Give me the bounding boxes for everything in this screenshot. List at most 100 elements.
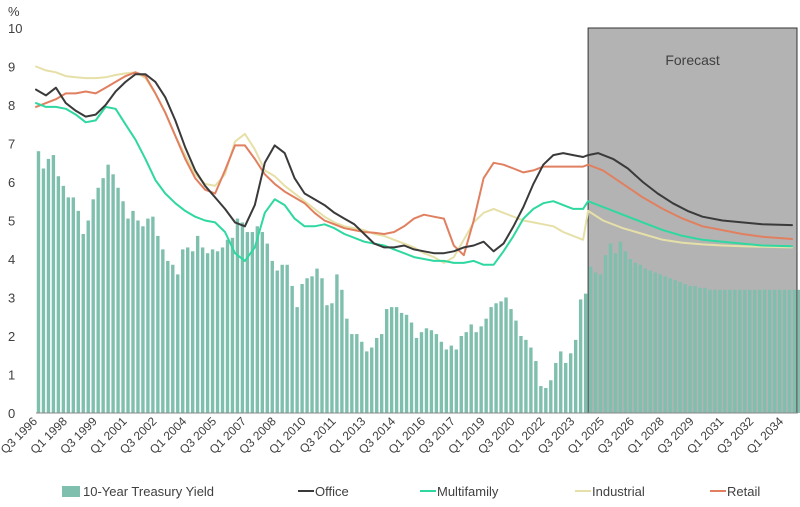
- treasury-bar: [61, 185, 66, 413]
- treasury-bar: [96, 187, 100, 413]
- treasury-bar: [603, 255, 608, 413]
- treasury-bar: [146, 218, 150, 413]
- y-axis: 0 1 2 3 4 5 6 7 8 9 10: [8, 21, 22, 421]
- treasury-bar: [86, 220, 90, 413]
- legend-label: Multifamily: [437, 484, 499, 499]
- treasury-bar: [389, 307, 394, 413]
- treasury-bar: [782, 289, 787, 413]
- treasury-bar: [181, 249, 185, 413]
- treasury-bar: [753, 289, 757, 413]
- treasury-bar: [772, 289, 777, 413]
- treasury-bar: [355, 334, 359, 413]
- treasury-bar: [414, 337, 419, 413]
- treasury-bar: [683, 284, 687, 413]
- treasury-bar: [176, 274, 180, 413]
- treasury-bar: [618, 241, 623, 413]
- treasury-bar: [186, 247, 190, 413]
- y-tick-label: 10: [8, 21, 22, 36]
- treasury-bar: [116, 187, 120, 413]
- treasury-bar: [310, 276, 314, 413]
- treasury-bar: [156, 235, 160, 413]
- treasury-bar: [335, 274, 339, 413]
- treasury-bar: [51, 155, 56, 414]
- y-tick-label: 5: [8, 214, 15, 229]
- treasury-bar: [166, 260, 170, 413]
- treasury-bar: [46, 158, 51, 413]
- treasury-bar: [345, 318, 349, 413]
- treasury-bar: [568, 353, 573, 413]
- treasury-bar: [285, 264, 289, 413]
- treasury-bar: [708, 289, 712, 413]
- legend-swatch: [62, 486, 80, 497]
- y-tick-label: 7: [8, 137, 15, 152]
- treasury-bar: [215, 251, 220, 413]
- treasury-bar: [713, 289, 717, 413]
- treasury-bar: [220, 247, 225, 413]
- treasury-bar: [792, 289, 797, 413]
- treasury-bar: [409, 322, 414, 413]
- legend-item-10-year-treasury-yield: 10-Year Treasury Yield: [62, 484, 214, 499]
- treasury-bar: [688, 285, 692, 413]
- treasury-bar: [638, 264, 643, 413]
- treasury-bar: [101, 178, 105, 413]
- treasury-bar: [514, 320, 518, 413]
- treasury-bar: [484, 318, 488, 413]
- treasury-bar: [623, 251, 628, 413]
- treasury-bar: [758, 289, 762, 413]
- legend-label: Industrial: [592, 484, 645, 499]
- y-tick-label: 1: [8, 368, 15, 383]
- treasury-bar: [106, 164, 110, 413]
- legend-item-retail: Retail: [710, 484, 760, 499]
- treasury-bar: [787, 289, 792, 413]
- treasury-bar: [559, 351, 563, 413]
- treasury-bar: [161, 249, 165, 413]
- treasury-bar: [593, 272, 598, 413]
- treasury-bar: [653, 272, 657, 413]
- y-tick-label: 3: [8, 291, 15, 306]
- treasury-bar: [648, 270, 652, 413]
- treasury-bar: [519, 336, 523, 413]
- treasury-bar: [668, 278, 672, 413]
- treasury-bar: [136, 220, 140, 413]
- treasury-bar: [424, 328, 429, 413]
- treasury-bar: [126, 218, 130, 413]
- treasury-bar: [474, 332, 478, 413]
- treasury-bar: [539, 386, 543, 413]
- forecast-label: Forecast: [665, 52, 720, 68]
- bar-series-treasury: [36, 151, 800, 414]
- y-tick-label: 6: [8, 175, 15, 190]
- treasury-bar: [588, 266, 593, 413]
- treasury-bar: [300, 284, 304, 413]
- treasury-bar: [270, 260, 274, 413]
- treasury-bar: [429, 330, 434, 413]
- treasury-bar: [738, 289, 742, 413]
- treasury-bar: [678, 282, 682, 413]
- treasury-bar: [36, 151, 41, 413]
- treasury-bar: [723, 289, 727, 413]
- treasury-bar: [613, 253, 618, 413]
- treasury-bar: [330, 303, 334, 413]
- treasury-bar: [305, 278, 309, 413]
- treasury-bar: [255, 226, 260, 413]
- treasury-bar: [66, 197, 71, 413]
- treasury-bar: [459, 336, 463, 413]
- treasury-bar: [524, 339, 528, 413]
- treasury-bar: [379, 334, 384, 413]
- treasury-bar: [434, 334, 439, 413]
- treasury-bar: [225, 239, 230, 413]
- treasury-bar: [449, 345, 454, 413]
- treasury-bar: [200, 247, 205, 413]
- treasury-bar: [469, 324, 473, 413]
- treasury-bar: [693, 285, 697, 413]
- treasury-bar: [628, 259, 633, 413]
- legend-label: Retail: [727, 484, 760, 499]
- treasury-bar: [195, 235, 200, 413]
- line-industrial: [35, 65, 793, 264]
- treasury-bar: [171, 264, 175, 413]
- y-tick-label: 9: [8, 60, 15, 75]
- treasury-bar: [260, 232, 265, 413]
- treasury-bar: [210, 249, 215, 413]
- treasury-bar: [275, 270, 279, 413]
- treasury-bar: [250, 232, 255, 413]
